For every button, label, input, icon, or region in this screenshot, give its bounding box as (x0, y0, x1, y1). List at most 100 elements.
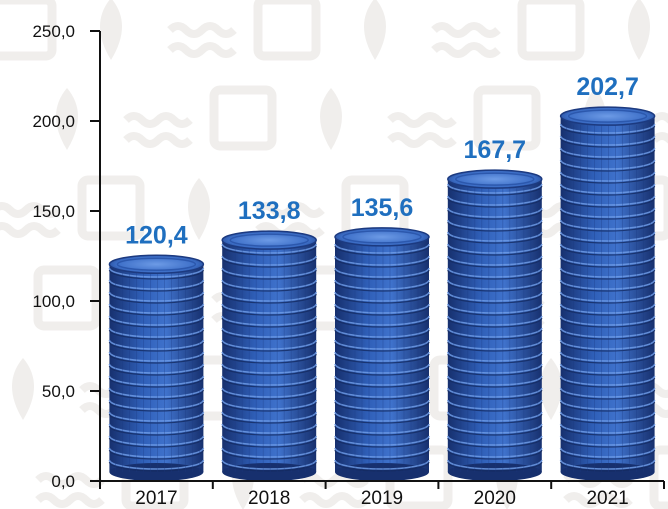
coin-edge (447, 375, 543, 386)
coin-edge (108, 399, 205, 410)
coin-edge (559, 423, 656, 434)
pattern-shape (35, 472, 105, 488)
coin-edge-shadow (447, 281, 543, 292)
y-tick-label: 100,0 (32, 292, 75, 311)
coin-edge-shadow (560, 461, 656, 472)
coin-edge-shadow (560, 353, 656, 364)
pattern-shape (253, 0, 321, 61)
coin-edge (447, 267, 543, 278)
coin-edge (334, 291, 430, 302)
coin-edge (559, 279, 656, 290)
pattern-shape (387, 112, 457, 128)
coin-edge-shadow (334, 353, 430, 364)
coin-edge-shadow (334, 293, 430, 304)
coin-edge-shadow (447, 377, 543, 388)
coin-edge-shadow (334, 245, 430, 256)
y-tick-label: 150,0 (32, 202, 75, 221)
coin-edge-shadow (447, 353, 543, 364)
bar-2017 (108, 254, 205, 481)
coin-edge-shadow (221, 293, 317, 304)
coin-edge (221, 399, 317, 410)
coin-edge-shadow (221, 413, 317, 424)
coin-edge (447, 435, 543, 446)
coin-edge (334, 255, 430, 266)
coin-edge-shadow (447, 257, 543, 268)
coin-edge (334, 387, 430, 398)
pattern-shape (123, 132, 193, 148)
pattern-shape (517, 0, 585, 61)
pattern-shape (100, 0, 122, 60)
coin-edge (221, 303, 317, 314)
pattern-shape (188, 178, 210, 240)
coin-edge-shadow (334, 449, 430, 460)
coin-edge (108, 303, 205, 314)
coin-edge (559, 243, 656, 254)
coin-edge (334, 399, 430, 410)
coin-edge-shadow (560, 341, 656, 352)
x-tick-label-2020: 2020 (474, 488, 516, 509)
coin-edge-shadow (221, 437, 317, 448)
coin-edge-shadow (560, 293, 656, 304)
data-label-2020: 167,7 (464, 136, 527, 164)
coin-edge-shadow (560, 185, 656, 196)
coin-edge (221, 375, 317, 386)
coin-edge-shadow (560, 233, 656, 244)
pattern-shape (651, 132, 668, 144)
pattern-shape (540, 358, 562, 420)
coin-stack-body (109, 264, 204, 472)
coin-edge (559, 459, 656, 470)
coin-edge-shadow (334, 437, 430, 448)
coin-edge-shadow (221, 245, 317, 256)
coin-edge (559, 327, 656, 338)
coin-edge-shadow (560, 245, 656, 256)
pattern-shape (209, 85, 277, 151)
coin-stack-body (335, 236, 429, 472)
coin-edge-shadow (447, 365, 543, 376)
coin-edge-shadow (560, 137, 656, 148)
coin-edge-shadow (560, 329, 656, 340)
coin-edge (559, 435, 656, 446)
coin-edge-shadow (447, 233, 543, 244)
coin-edge (559, 147, 656, 158)
coin-edge (447, 243, 543, 254)
coin-edge-shadow (560, 437, 656, 448)
coin-edge-shadow (334, 425, 430, 436)
coin-edge (108, 411, 205, 422)
bar-2018 (221, 230, 317, 481)
coin-edge (447, 219, 543, 230)
coin-edge-shadow (560, 305, 656, 316)
coin-edge-shadow (447, 197, 543, 208)
coin-edge-shadow (447, 401, 543, 412)
coin-edge (334, 327, 430, 338)
coin-edge (559, 399, 656, 410)
coin-edge-shadow (108, 353, 204, 364)
coin-edge (221, 339, 317, 350)
coin-edge-shadow (447, 413, 543, 424)
coin-edge (559, 159, 656, 170)
coin-edge-shadow (221, 329, 317, 340)
pattern-shape (12, 358, 34, 420)
coin-edge-shadow (108, 401, 204, 412)
coin-edge (559, 447, 656, 458)
pattern-shape (167, 42, 237, 58)
coin-edge (559, 267, 656, 278)
coin-edge (559, 255, 656, 266)
coin-edge (447, 291, 543, 302)
coin-edge (559, 219, 656, 230)
pattern-shape (431, 42, 501, 58)
coin-edge (221, 351, 317, 362)
pattern-shape (628, 0, 650, 60)
coin-top-rim (229, 233, 309, 247)
coin-edge (447, 447, 543, 458)
labels-layer: 120,4 2017 133,8 2018 135,6 2019 167,7 2020 202,… (125, 73, 639, 509)
coin-edge-shadow (334, 257, 430, 268)
coin-edge-shadow (334, 377, 430, 388)
coin-edge (559, 411, 656, 422)
coin-edge (447, 363, 543, 374)
pattern-shape (473, 85, 541, 151)
coin-edge (334, 279, 430, 290)
data-label-2019: 135,6 (351, 194, 414, 222)
pattern-shape (167, 22, 237, 38)
coin-edge-shadow (108, 365, 204, 376)
coin-edge-shadow (334, 329, 430, 340)
